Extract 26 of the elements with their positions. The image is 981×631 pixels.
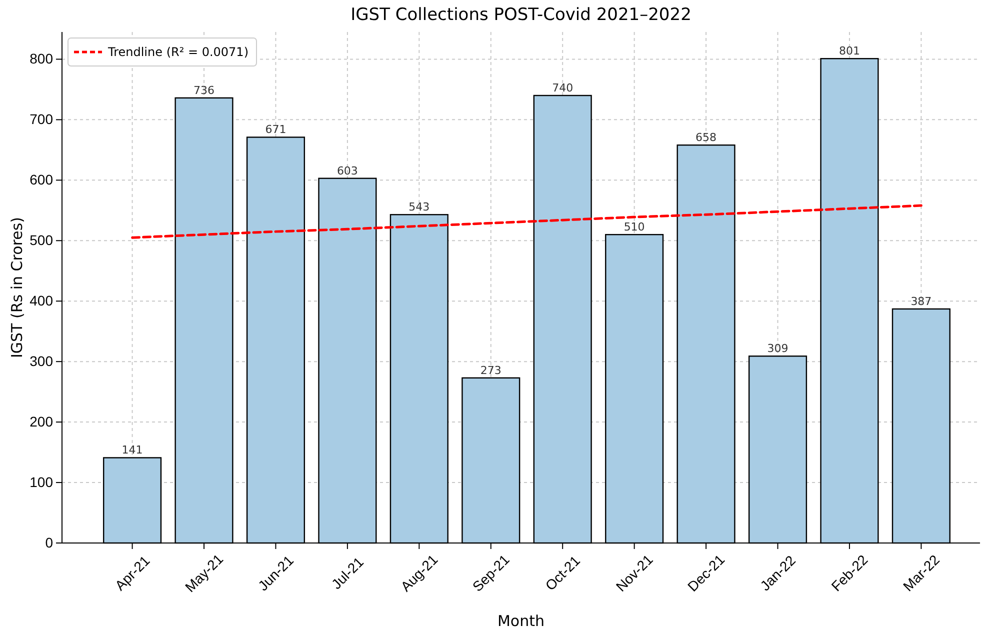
y-tick-label: 100 [30, 474, 54, 490]
y-tick-label: 600 [30, 172, 54, 188]
data-label: 671 [265, 123, 286, 136]
y-axis-title: IGST (Rs in Crores) [8, 216, 26, 358]
line-series [131, 204, 922, 239]
data-label: 740 [552, 81, 574, 94]
data-label: 603 [336, 164, 358, 178]
y-tick-label: 700 [30, 111, 54, 128]
x-axis-title: Month [497, 612, 545, 630]
data-label: 658 [696, 131, 717, 144]
y-tick-label: 0 [45, 534, 54, 550]
y-tick-label: 800 [30, 50, 54, 67]
data-label: 736 [194, 84, 215, 97]
data-label: 801 [838, 44, 860, 58]
data-label: 309 [767, 342, 788, 356]
data-label: 141 [122, 444, 143, 457]
data-label: 273 [480, 364, 502, 377]
data-label: 510 [624, 220, 645, 234]
y-tick-label: 300 [30, 353, 54, 370]
y-tick-label: 400 [30, 292, 54, 309]
y-tick-label: 500 [30, 232, 54, 248]
legend-label: Trendline (R² = 0.0071) [107, 45, 248, 59]
y-tick-label: 200 [30, 414, 54, 430]
data-label: 543 [408, 200, 430, 214]
data-label: 387 [910, 294, 932, 308]
chart-title: IGST Collections POST-Covid 2021–2022 [350, 5, 692, 25]
